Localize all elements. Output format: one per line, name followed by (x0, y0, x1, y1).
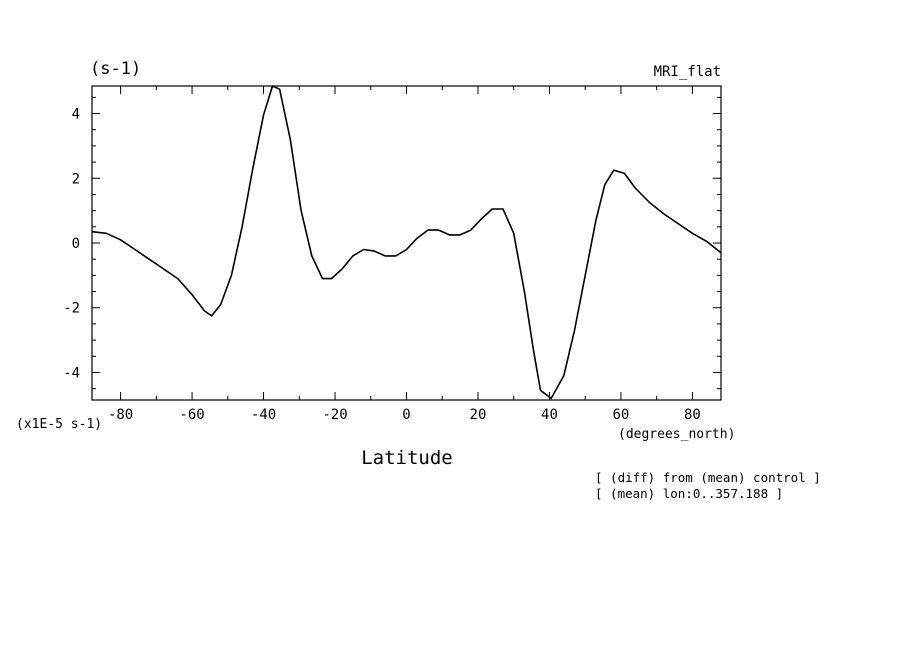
series-line (91, 85, 722, 400)
x-tick-label: 80 (684, 407, 701, 423)
x-tick-label: -60 (179, 407, 204, 423)
y-tick-label: 2 (72, 171, 80, 187)
plot-frame (91, 85, 722, 401)
y-tick-labels: -4 -2 0 2 4 (63, 107, 80, 382)
x-tick-label: 40 (541, 407, 558, 423)
scale-label: (x1E-5 s-1) (16, 417, 102, 432)
x-tick-label: 60 (613, 407, 630, 423)
x-tick-label: -20 (322, 407, 347, 423)
y-tick-label: -4 (63, 365, 80, 381)
model-label: MRI_flat (654, 64, 721, 80)
x-tick-label: 20 (470, 407, 487, 423)
y-tick-label: 4 (72, 107, 80, 123)
x-axis-title: Latitude (361, 447, 453, 469)
x-tick-label: 0 (402, 407, 410, 423)
x-tick-label: -40 (251, 407, 276, 423)
y-tick-label: 0 (72, 236, 80, 252)
note-line-1: [ (diff) from (mean) control ] (595, 470, 821, 485)
x-tick-label: -80 (108, 407, 133, 423)
y-tick-label: -2 (63, 301, 80, 317)
y-unit-label: (s-1) (90, 59, 141, 79)
note-line-2: [ (mean) lon:0..357.188 ] (595, 486, 783, 501)
x-tick-labels: -80 -60 -40 -20 0 20 40 60 80 (108, 407, 701, 423)
axis-ticks (92, 86, 721, 400)
x-unit-label: (degrees_north) (618, 427, 735, 442)
